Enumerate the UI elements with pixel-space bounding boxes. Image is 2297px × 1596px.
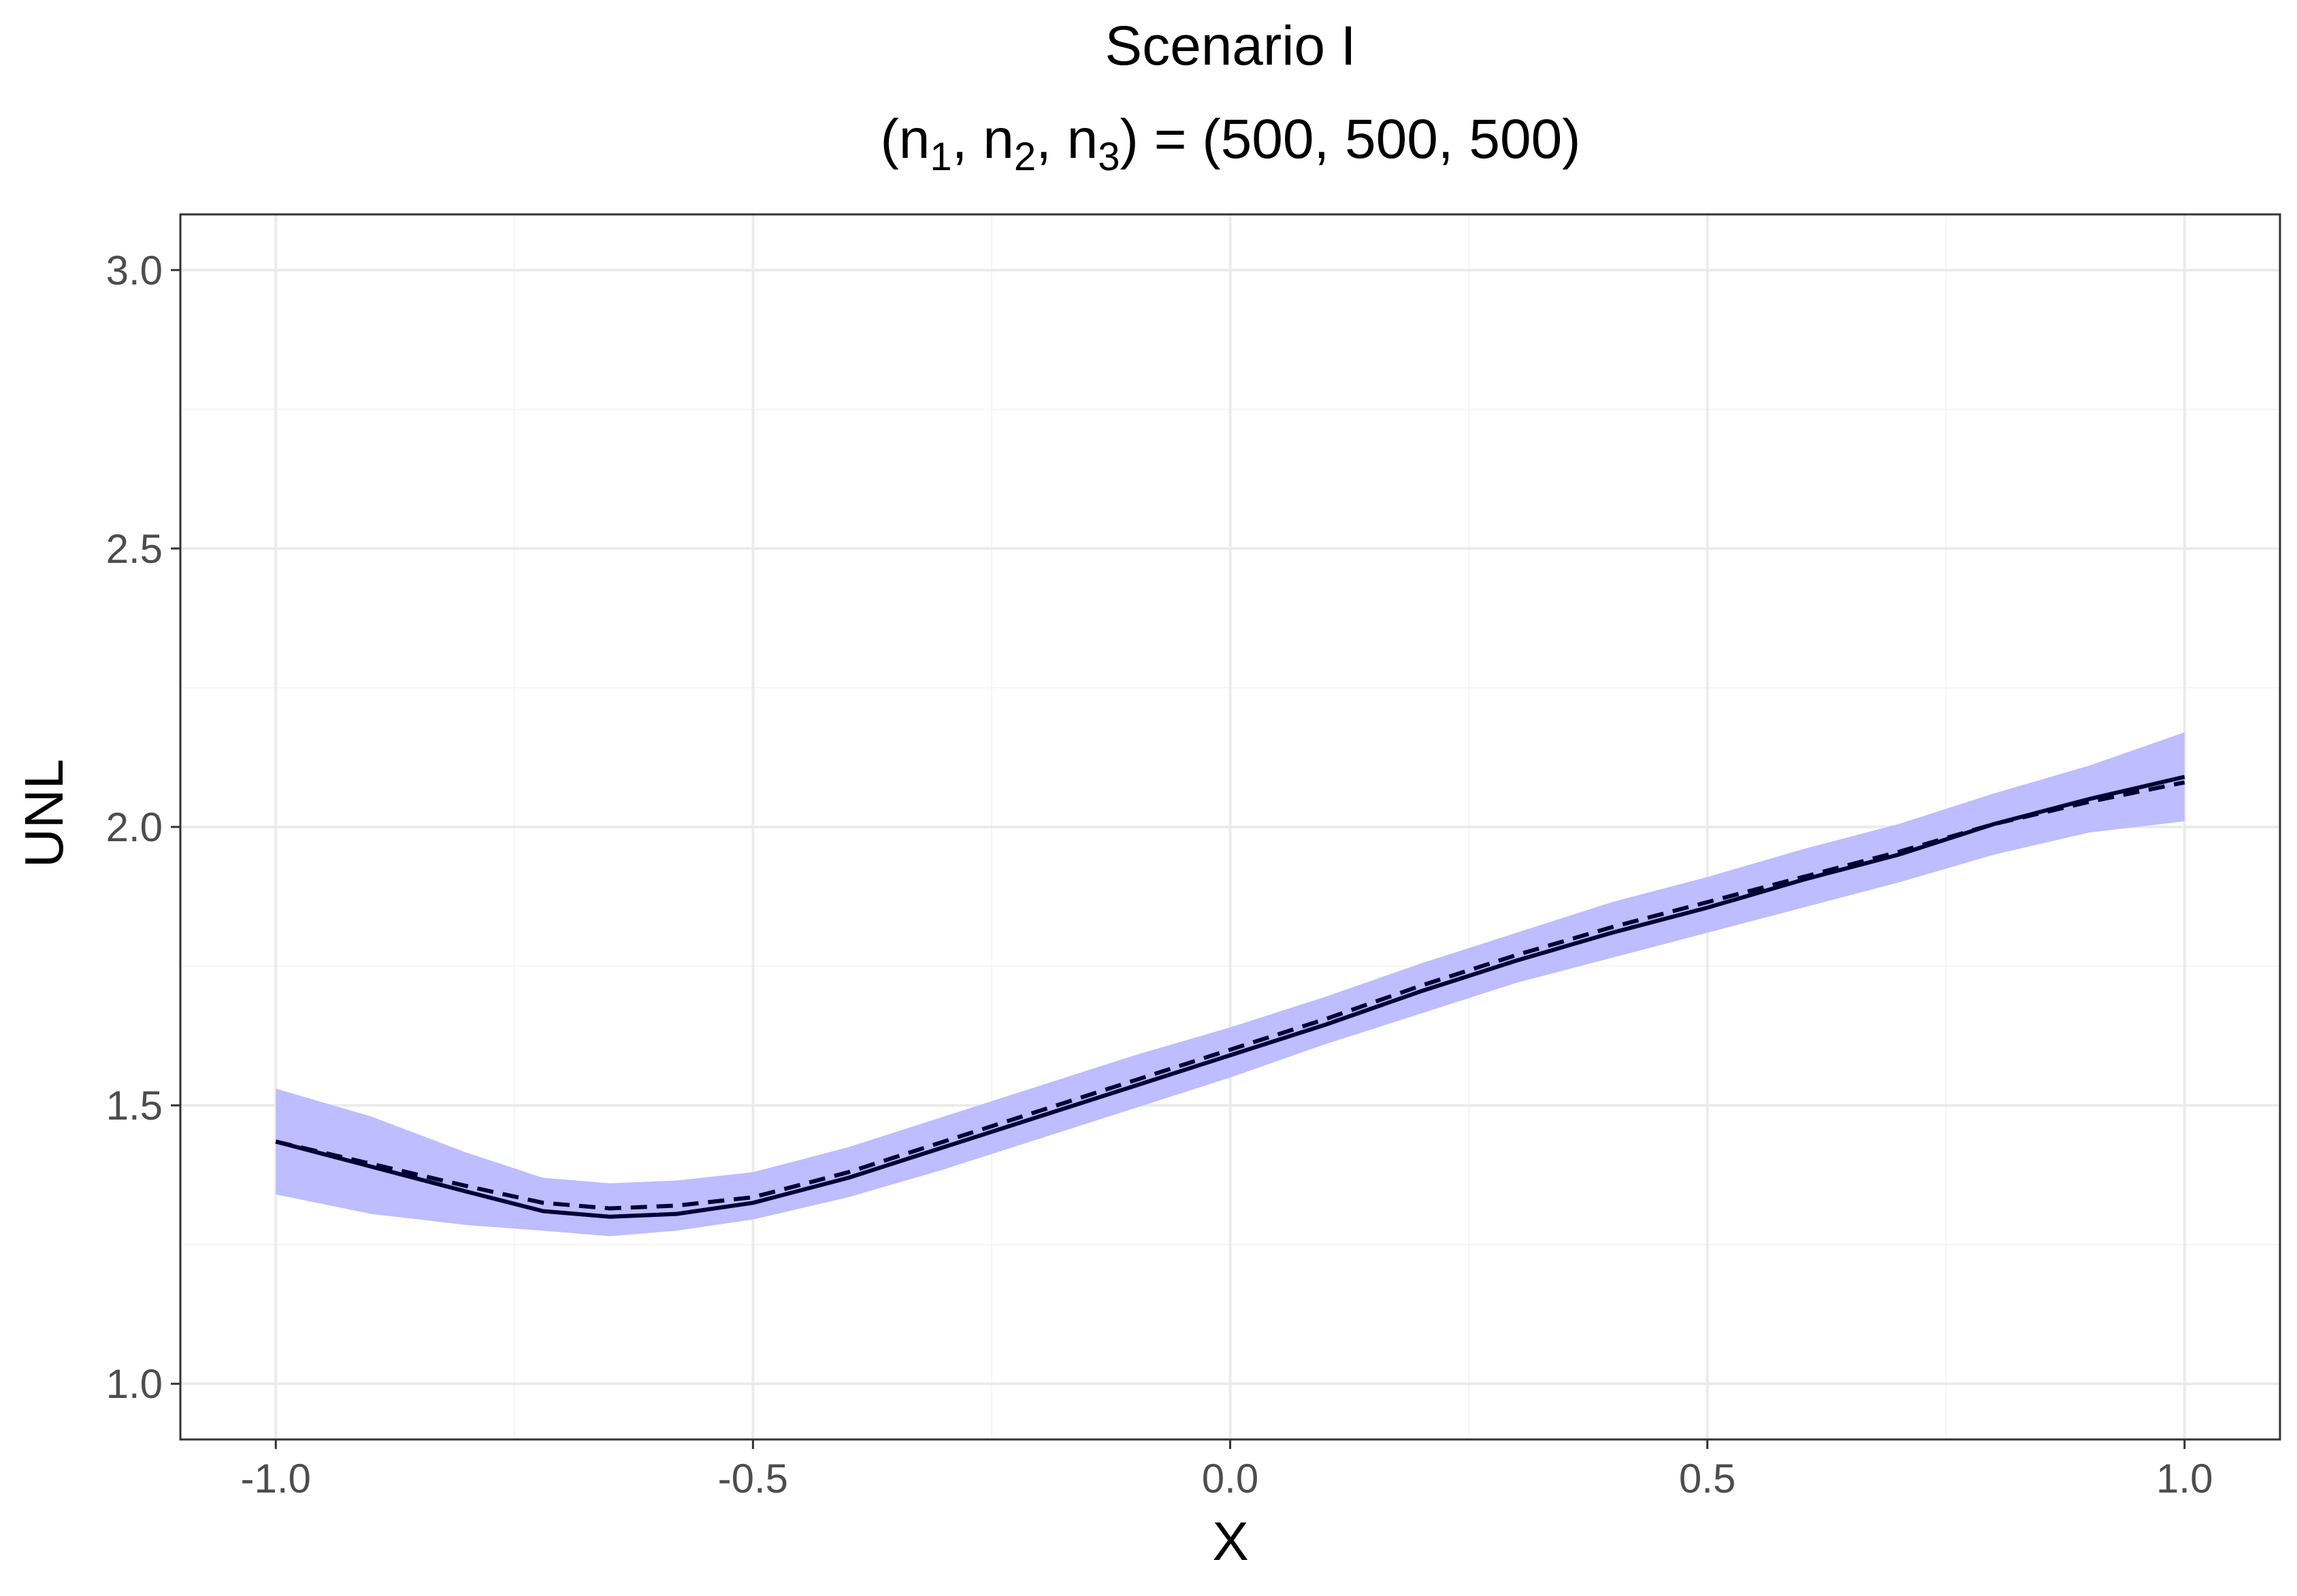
plot-area: -1.0 -0.5 0.0 0.5 1.0 1.0 1.5 2.0 2.5 3.0: [106, 213, 2281, 1501]
x-tick-label: 0.5: [1679, 1456, 1736, 1501]
y-axis-title: UNL: [14, 759, 74, 868]
dashed-series-line: [275, 780, 2185, 1211]
x-axis-title: X: [1212, 1511, 1248, 1571]
x-tick-label: 1.0: [2156, 1456, 2213, 1501]
y-tick-label: 1.5: [106, 1083, 163, 1128]
y-tick-label: 3.0: [106, 248, 163, 293]
chart-subtitle: (n1, n2, n3) = (500, 500, 500): [880, 108, 1580, 179]
x-tick-label: -0.5: [718, 1456, 788, 1501]
x-tick-label: 0.0: [1202, 1456, 1258, 1501]
solid-series-line: [275, 775, 2185, 1219]
x-tick-label: -1.0: [241, 1456, 311, 1501]
chart-title: Scenario I: [1105, 15, 1356, 77]
y-tick-label: 2.5: [106, 526, 163, 572]
y-tick-label: 1.0: [106, 1361, 163, 1407]
y-tick-label: 2.0: [106, 804, 163, 850]
